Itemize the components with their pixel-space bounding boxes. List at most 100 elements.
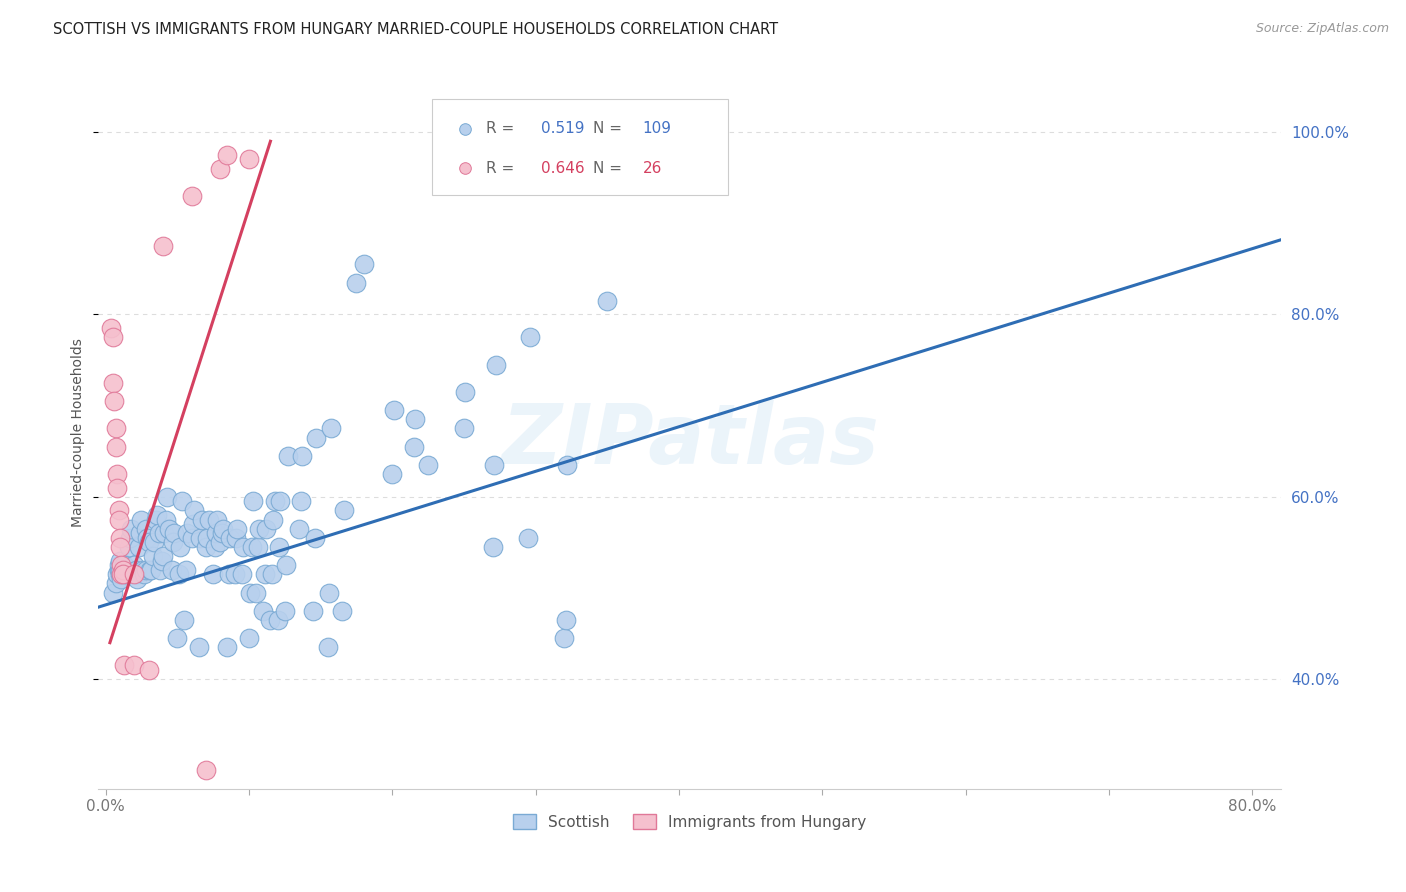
Point (277, 449, 299, 463)
Point (117, 540, 139, 554)
Point (194, 764, 217, 778)
Point (252, 604, 274, 618)
Point (225, 531, 247, 545)
Point (267, 540, 290, 554)
Point (107, 512, 129, 526)
Point (212, 522, 235, 536)
Point (661, 125, 683, 139)
Point (276, 558, 298, 573)
Point (122, 558, 145, 573)
Point (122, 658, 145, 673)
Point (318, 585, 340, 599)
Point (163, 526, 186, 541)
Point (180, 189, 202, 203)
Point (647, 125, 669, 139)
Point (353, 257, 375, 271)
Point (696, 125, 718, 139)
Point (127, 567, 149, 582)
Point (101, 585, 124, 599)
Point (136, 531, 159, 545)
Point (211, 526, 233, 541)
Point (538, 191, 561, 205)
Point (274, 604, 297, 618)
Point (194, 540, 217, 554)
Point (631, 125, 654, 139)
Point (162, 535, 184, 549)
Point (111, 563, 134, 577)
Point (288, 522, 311, 536)
Point (153, 526, 176, 541)
Point (217, 148, 239, 162)
Point (108, 553, 131, 567)
Point (104, 421, 127, 435)
Point (110, 558, 132, 573)
Point (134, 567, 156, 582)
Point (169, 540, 191, 554)
Point (170, 494, 193, 508)
Point (138, 535, 160, 549)
Point (219, 531, 242, 545)
Point (262, 512, 284, 526)
Point (173, 613, 195, 627)
Point (139, 563, 162, 577)
Point (135, 563, 157, 577)
Point (481, 540, 503, 554)
Point (107, 558, 129, 573)
Text: 109: 109 (643, 121, 672, 136)
Point (224, 567, 246, 582)
Point (703, 125, 725, 139)
Legend: Scottish, Immigrants from Hungary: Scottish, Immigrants from Hungary (509, 810, 870, 834)
Point (519, 330, 541, 344)
Point (135, 522, 157, 536)
Point (149, 563, 172, 577)
Point (404, 412, 426, 426)
Point (105, 567, 128, 582)
Point (346, 276, 368, 290)
Point (304, 531, 326, 545)
Point (180, 531, 202, 545)
Point (174, 563, 197, 577)
Point (418, 458, 440, 472)
Point (538, 241, 561, 255)
Point (517, 531, 540, 545)
Point (209, 161, 232, 176)
Point (152, 549, 174, 563)
Text: Source: ZipAtlas.com: Source: ZipAtlas.com (1256, 22, 1389, 36)
Point (122, 567, 145, 582)
Point (167, 567, 190, 582)
Point (266, 613, 288, 627)
Point (156, 490, 179, 504)
Point (259, 613, 281, 627)
Point (101, 330, 124, 344)
Point (453, 421, 475, 435)
Point (232, 540, 254, 554)
Point (682, 125, 704, 139)
Point (246, 540, 269, 554)
Point (187, 640, 209, 655)
Y-axis label: Married-couple Households: Married-couple Households (72, 339, 86, 527)
Point (624, 125, 647, 139)
Point (675, 125, 697, 139)
Point (110, 567, 132, 582)
Point (305, 431, 328, 445)
Point (319, 421, 342, 435)
Point (114, 567, 136, 582)
Point (107, 563, 129, 577)
Point (115, 563, 138, 577)
Point (150, 553, 173, 567)
Point (100, 321, 122, 335)
Point (554, 613, 576, 627)
Point (104, 576, 127, 591)
Point (166, 631, 188, 645)
Point (238, 631, 260, 645)
Point (125, 563, 148, 577)
FancyBboxPatch shape (432, 99, 728, 194)
Point (183, 503, 205, 517)
Point (247, 522, 270, 536)
Point (101, 376, 124, 390)
Point (218, 567, 240, 582)
Text: 26: 26 (643, 161, 662, 176)
Point (129, 526, 152, 541)
Point (188, 531, 211, 545)
Point (105, 467, 128, 481)
